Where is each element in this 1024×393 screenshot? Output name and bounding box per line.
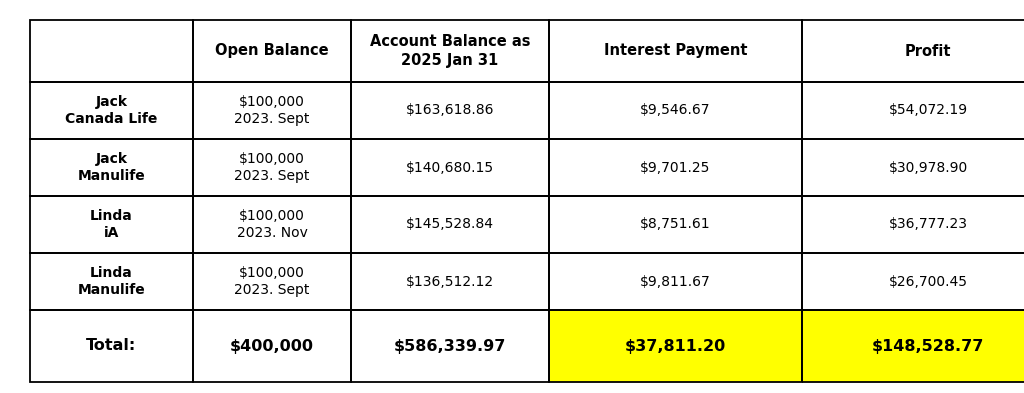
Bar <box>802 196 1024 253</box>
Text: Total:: Total: <box>86 338 136 353</box>
Bar <box>30 82 193 139</box>
Bar <box>193 139 351 196</box>
Bar <box>549 310 802 382</box>
Bar <box>351 196 549 253</box>
Text: Linda
iA: Linda iA <box>90 209 133 241</box>
Bar <box>549 82 802 139</box>
Text: $9,811.67: $9,811.67 <box>640 274 711 288</box>
Text: Linda
Manulife: Linda Manulife <box>78 266 145 298</box>
Bar <box>549 20 802 82</box>
Text: Profit: Profit <box>905 44 951 59</box>
Text: $37,811.20: $37,811.20 <box>625 338 726 353</box>
Text: Jack
Canada Life: Jack Canada Life <box>66 95 158 127</box>
Bar <box>549 253 802 310</box>
Bar <box>802 20 1024 82</box>
Bar <box>193 82 351 139</box>
Text: Interest Payment: Interest Payment <box>604 44 748 59</box>
Bar <box>30 139 193 196</box>
Bar <box>351 310 549 382</box>
Text: Account Balance as
2025 Jan 31: Account Balance as 2025 Jan 31 <box>370 34 530 68</box>
Text: $9,701.25: $9,701.25 <box>640 160 711 174</box>
Bar <box>549 82 802 139</box>
Bar <box>193 82 351 139</box>
Text: $54,072.19: $54,072.19 <box>889 103 968 118</box>
Bar <box>30 310 193 382</box>
Bar <box>193 310 351 382</box>
Bar <box>193 253 351 310</box>
Bar <box>30 310 193 382</box>
Bar <box>30 139 193 196</box>
Text: $140,680.15: $140,680.15 <box>406 160 494 174</box>
Bar <box>802 253 1024 310</box>
Text: $163,618.86: $163,618.86 <box>406 103 495 118</box>
Bar <box>802 310 1024 382</box>
Bar <box>30 196 193 253</box>
Bar <box>193 253 351 310</box>
Bar <box>802 82 1024 139</box>
Bar <box>30 253 193 310</box>
Bar <box>351 20 549 82</box>
Text: $100,000
2023. Sept: $100,000 2023. Sept <box>234 152 309 184</box>
Bar <box>193 196 351 253</box>
Bar <box>30 196 193 253</box>
Text: $9,546.67: $9,546.67 <box>640 103 711 118</box>
Bar <box>351 253 549 310</box>
Bar <box>30 20 193 82</box>
Bar <box>193 139 351 196</box>
Bar <box>802 20 1024 82</box>
Bar <box>802 82 1024 139</box>
Bar <box>802 139 1024 196</box>
Bar <box>193 196 351 253</box>
Text: $136,512.12: $136,512.12 <box>406 274 494 288</box>
Bar <box>193 20 351 82</box>
Bar <box>549 253 802 310</box>
Bar <box>30 253 193 310</box>
Text: $148,528.77: $148,528.77 <box>871 338 984 353</box>
Text: $8,751.61: $8,751.61 <box>640 217 711 231</box>
Text: Jack
Manulife: Jack Manulife <box>78 152 145 184</box>
Bar <box>193 310 351 382</box>
Text: $36,777.23: $36,777.23 <box>889 217 968 231</box>
Bar <box>549 196 802 253</box>
Bar <box>802 139 1024 196</box>
Text: $26,700.45: $26,700.45 <box>889 274 968 288</box>
Bar <box>802 310 1024 382</box>
Bar <box>30 20 193 82</box>
Bar <box>351 310 549 382</box>
Text: $145,528.84: $145,528.84 <box>406 217 494 231</box>
Bar <box>351 82 549 139</box>
Bar <box>30 82 193 139</box>
Bar <box>351 253 549 310</box>
Bar <box>351 20 549 82</box>
Text: $30,978.90: $30,978.90 <box>889 160 968 174</box>
Text: Open Balance: Open Balance <box>215 44 329 59</box>
Text: $100,000
2023. Nov: $100,000 2023. Nov <box>237 209 307 241</box>
Bar <box>549 139 802 196</box>
Text: $400,000: $400,000 <box>230 338 314 353</box>
Bar <box>549 196 802 253</box>
Bar <box>802 253 1024 310</box>
Text: $100,000
2023. Sept: $100,000 2023. Sept <box>234 266 309 298</box>
Bar <box>549 139 802 196</box>
Bar <box>351 139 549 196</box>
Bar <box>351 82 549 139</box>
Bar <box>802 196 1024 253</box>
Bar <box>549 310 802 382</box>
Bar <box>549 20 802 82</box>
Bar <box>351 196 549 253</box>
Text: $100,000
2023. Sept: $100,000 2023. Sept <box>234 95 309 127</box>
Text: $586,339.97: $586,339.97 <box>394 338 506 353</box>
Bar <box>351 139 549 196</box>
Bar <box>193 20 351 82</box>
